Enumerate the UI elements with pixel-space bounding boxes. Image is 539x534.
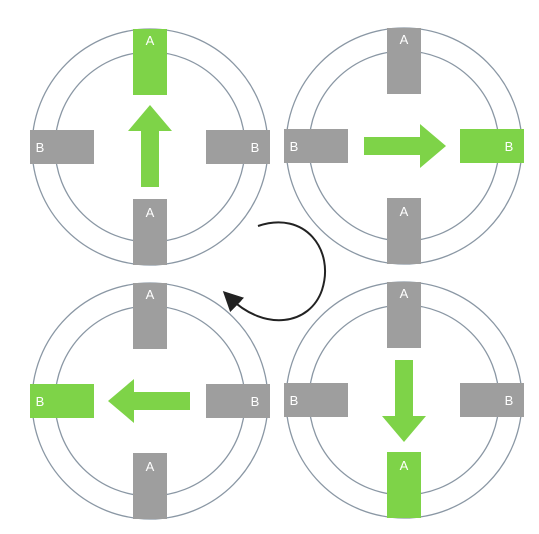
- field-arrow-down-icon: [382, 360, 426, 442]
- pole-right: [460, 383, 524, 417]
- pole-label: A: [146, 459, 155, 474]
- pole-bottom: [387, 198, 421, 264]
- pole-right: [206, 130, 270, 164]
- pole-top-active: [133, 29, 167, 95]
- pole-label: A: [146, 287, 155, 302]
- field-arrow-right-icon: [364, 124, 446, 168]
- field-arrow-left-icon: [108, 379, 190, 423]
- panel-bottom-left: A A B B: [30, 282, 270, 520]
- pole-left: [284, 383, 348, 417]
- pole-left: [284, 129, 348, 163]
- pole-left: [30, 130, 94, 164]
- pole-left-active: [30, 384, 94, 418]
- field-arrow-up-icon: [128, 105, 172, 187]
- pole-top: [387, 28, 421, 94]
- pole-right-active: [460, 129, 524, 163]
- pole-top: [133, 283, 167, 349]
- pole-label: B: [251, 140, 260, 155]
- pole-top: [387, 282, 421, 348]
- clockwise-rotation-arrow-icon: [222, 221, 327, 322]
- pole-bottom: [133, 453, 167, 519]
- panels: A A B B A A B B A A B B A A B B: [30, 27, 524, 520]
- pole-label: B: [36, 140, 45, 155]
- pole-label: A: [400, 32, 409, 47]
- pole-right: [206, 384, 270, 418]
- pole-label: B: [36, 394, 45, 409]
- panel-bottom-right: A A B B: [284, 281, 524, 519]
- pole-bottom: [133, 199, 167, 265]
- pole-label: B: [290, 393, 299, 408]
- pole-label: B: [290, 139, 299, 154]
- pole-label: B: [505, 393, 514, 408]
- pole-bottom-active: [387, 452, 421, 518]
- pole-label: A: [400, 458, 409, 473]
- panel-top-left: A A B B: [30, 28, 270, 266]
- pole-label: A: [400, 204, 409, 219]
- pole-label: B: [251, 394, 260, 409]
- pole-label: A: [400, 286, 409, 301]
- panel-top-right: A A B B: [284, 27, 524, 265]
- pole-label: A: [146, 33, 155, 48]
- pole-label: A: [146, 205, 155, 220]
- pole-label: B: [505, 139, 514, 154]
